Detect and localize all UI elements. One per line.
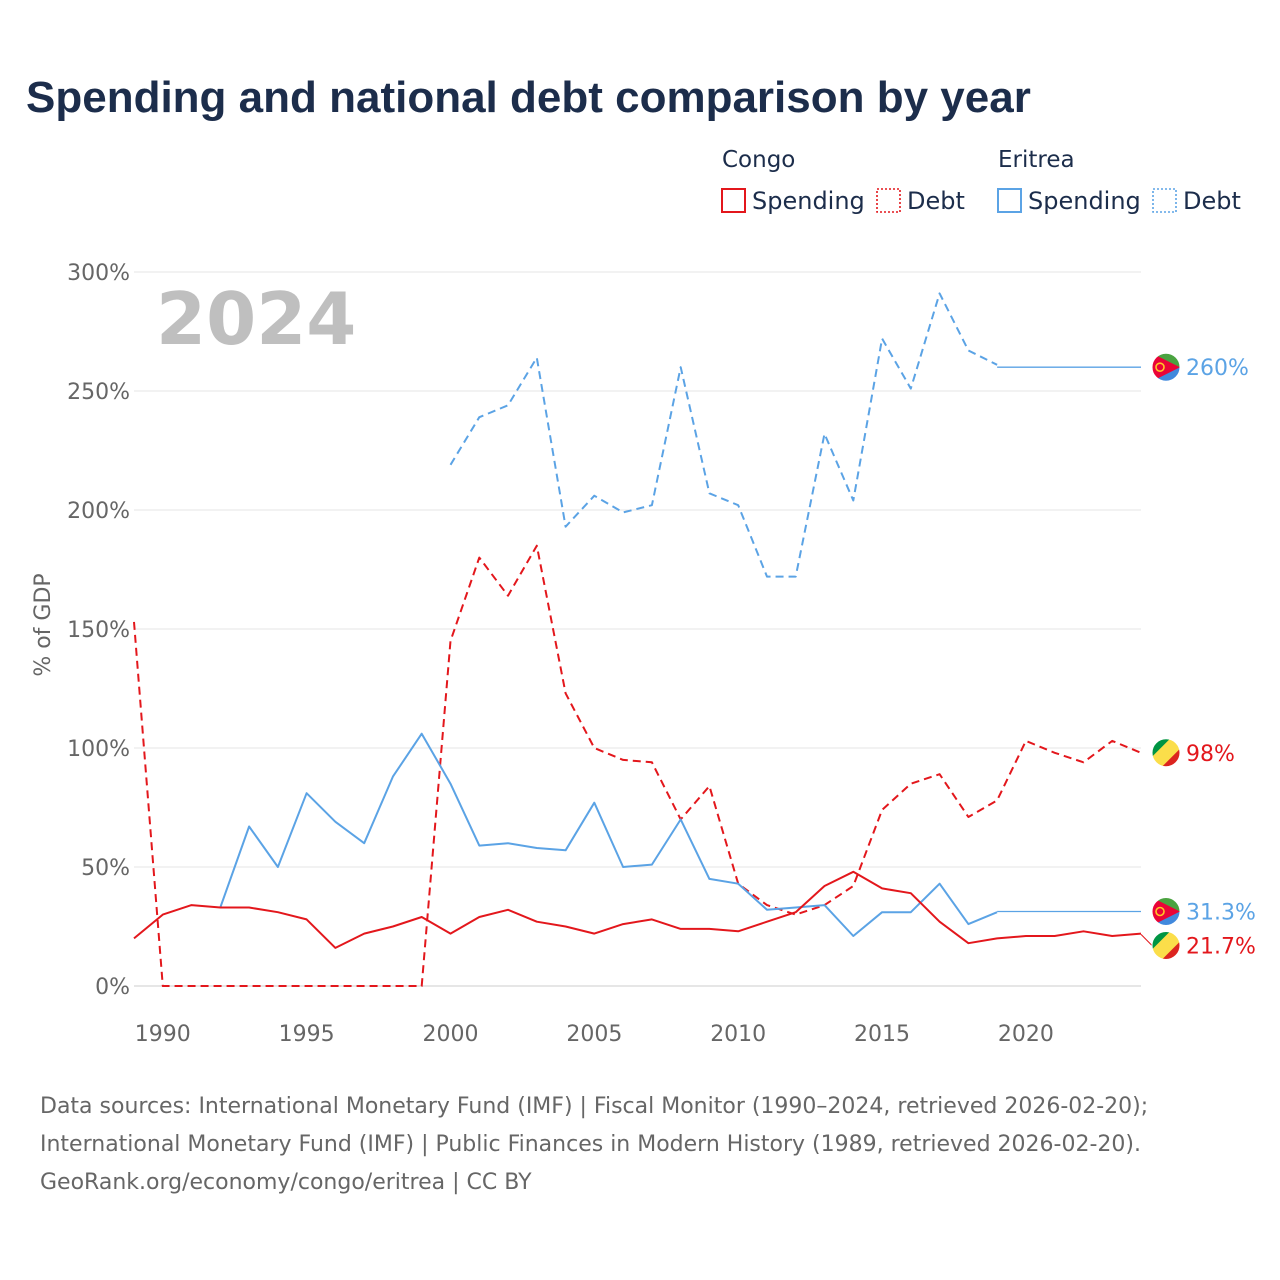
line-congo-spending	[133, 870, 1142, 949]
y-tick-label: 50%	[81, 856, 130, 881]
x-tick-label: 1990	[135, 1022, 191, 1047]
y-tick-label: 100%	[67, 737, 130, 762]
line-eritrea-spending	[219, 732, 998, 937]
y-tick-label: 200%	[67, 499, 130, 524]
line-eritrea-debt	[449, 292, 998, 578]
y-axis-ticks: 0% 50% 100% 150% 200% 250% 300%	[67, 261, 130, 1000]
congo-flag-icon	[1151, 738, 1181, 768]
x-tick-label: 2015	[854, 1022, 910, 1047]
chart-title: Spending and national debt comparison by…	[26, 73, 1031, 122]
y-tick-label: 0%	[95, 975, 130, 1000]
y-tick-label: 250%	[67, 380, 130, 405]
x-tick-label: 2005	[566, 1022, 622, 1047]
legend-label-eritrea-spending: Spending	[1028, 187, 1141, 215]
legend-swatch-eritrea-spending	[997, 188, 1022, 213]
y-tick-label: 300%	[67, 261, 130, 286]
year-label: 2024	[156, 277, 356, 361]
legend-swatch-congo-debt	[876, 188, 901, 213]
x-tick-label: 2000	[422, 1022, 478, 1047]
x-tick-label: 2010	[710, 1022, 766, 1047]
y-tick-label: 150%	[67, 618, 130, 643]
end-label-congo-spending: 21.7%	[1186, 935, 1256, 960]
legend-label-congo-debt: Debt	[907, 187, 965, 215]
x-tick-label: 2020	[998, 1022, 1054, 1047]
x-tick-label: 1995	[279, 1022, 335, 1047]
legend-label-congo-spending: Spending	[752, 187, 865, 215]
source-line-2: International Monetary Fund (IMF) | Publ…	[40, 1132, 1141, 1157]
end-label-eritrea-debt: 260%	[1186, 356, 1249, 381]
legend-swatch-eritrea-debt	[1152, 188, 1177, 213]
y-axis-label: % of GDP	[31, 573, 56, 676]
legend-swatch-congo-spending	[721, 188, 746, 213]
source-line-3: GeoRank.org/economy/congo/eritrea | CC B…	[40, 1170, 532, 1195]
legend-title-congo: Congo	[722, 147, 795, 173]
gridlines	[134, 271, 1141, 987]
series-lines	[133, 292, 1142, 987]
congo-flag-icon	[1151, 931, 1181, 961]
leader-congo-spending	[1140, 934, 1153, 946]
eritrea-flag-icon	[1151, 352, 1181, 382]
end-label-eritrea-spending: 31.3%	[1186, 901, 1256, 926]
source-line-1: Data sources: International Monetary Fun…	[40, 1094, 1148, 1119]
x-axis-ticks: 1990 1995 2000 2005 2010 2015 2020	[135, 1022, 1054, 1047]
end-label-congo-debt: 98%	[1186, 742, 1235, 767]
line-congo-debt	[133, 544, 1142, 987]
legend-title-eritrea: Eritrea	[998, 147, 1075, 173]
legend: Congo Eritrea Spending Debt Spending Deb…	[721, 147, 1241, 215]
eritrea-flag-icon	[1151, 897, 1181, 927]
end-markers: 260% 98% 31.3% 21.7%	[1140, 352, 1256, 961]
legend-label-eritrea-debt: Debt	[1183, 187, 1241, 215]
